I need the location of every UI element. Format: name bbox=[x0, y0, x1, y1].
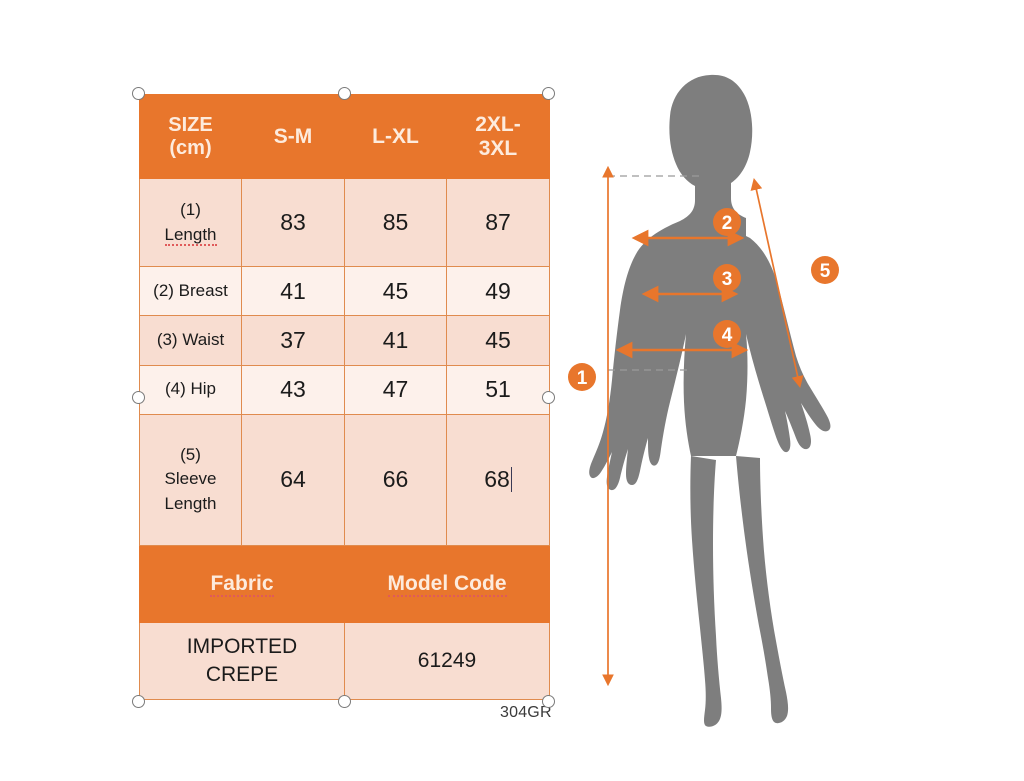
selection-handle-top-center[interactable] bbox=[338, 87, 351, 100]
row-label-length[interactable]: (1) Length bbox=[139, 178, 242, 268]
product-code-caption: 304GR bbox=[500, 704, 552, 721]
table-header-row: SIZE (cm) S-M L-XL 2XL- 3XL bbox=[139, 93, 550, 180]
fabric-value-line1: IMPORTED bbox=[186, 635, 298, 659]
row-label-hip[interactable]: (4) Hip bbox=[139, 364, 242, 415]
size-chart-table[interactable]: SIZE (cm) S-M L-XL 2XL- 3XL (1) Length 8… bbox=[139, 93, 550, 700]
badge-1-label: 1 bbox=[577, 368, 588, 389]
text-cursor bbox=[510, 467, 512, 493]
selection-handle-bottom-left[interactable] bbox=[132, 695, 145, 708]
table-row[interactable]: (4) Hip 43 47 51 bbox=[139, 364, 550, 415]
cell-hip-sm[interactable]: 43 bbox=[241, 364, 345, 415]
cell-sleeve-2xl-value: 68 bbox=[484, 466, 510, 493]
selection-handle-top-left[interactable] bbox=[132, 87, 145, 100]
cell-waist-lxl[interactable]: 41 bbox=[344, 315, 447, 366]
cell-length-2xl[interactable]: 87 bbox=[446, 178, 550, 268]
cell-breast-lxl[interactable]: 45 bbox=[344, 266, 447, 317]
table-row[interactable]: (5) Sleeve Length 64 66 68 bbox=[139, 413, 550, 547]
badge-3-label: 3 bbox=[722, 269, 733, 290]
header-2xl-line1: 2XL- bbox=[475, 113, 521, 137]
woman-silhouette-icon bbox=[589, 74, 831, 727]
header-size-line1: SIZE bbox=[168, 114, 213, 137]
badge-3: 3 bbox=[713, 264, 741, 292]
badge-5: 5 bbox=[811, 256, 839, 284]
measurement-figure: 1 2 3 4 5 bbox=[560, 40, 920, 730]
row-label-text-line1: Sleeve bbox=[164, 469, 217, 489]
fabric-value-row: IMPORTED CREPE 61249 bbox=[139, 622, 550, 700]
header-2xl-line2: 3XL bbox=[478, 136, 518, 160]
header-cell-l-xl[interactable]: L-XL bbox=[344, 93, 447, 180]
fabric-label-cell[interactable]: Fabric bbox=[139, 545, 345, 623]
badge-4-label: 4 bbox=[722, 325, 733, 346]
model-code-value-cell[interactable]: 61249 bbox=[344, 622, 550, 700]
cell-sleeve-lxl[interactable]: 66 bbox=[344, 413, 447, 547]
cell-hip-2xl[interactable]: 51 bbox=[446, 364, 550, 415]
row-label-index: (5) bbox=[180, 444, 201, 464]
cell-sleeve-sm[interactable]: 64 bbox=[241, 413, 345, 547]
header-cell-2xl-3xl[interactable]: 2XL- 3XL bbox=[446, 93, 550, 180]
row-label-text-line2: Length bbox=[164, 494, 217, 514]
cell-sleeve-2xl[interactable]: 68 bbox=[446, 413, 550, 547]
row-label-text: Length bbox=[164, 224, 217, 246]
badge-1: 1 bbox=[568, 363, 596, 391]
badge-5-label: 5 bbox=[820, 261, 831, 282]
size-chart-table-container[interactable]: SIZE (cm) S-M L-XL 2XL- 3XL (1) Length 8… bbox=[132, 87, 555, 708]
arrow-sleeve-length bbox=[750, 178, 804, 388]
selection-handle-bottom-center[interactable] bbox=[338, 695, 351, 708]
cell-length-lxl[interactable]: 85 bbox=[344, 178, 447, 268]
selection-handle-bottom-right[interactable] bbox=[542, 695, 555, 708]
table-row[interactable]: (3) Waist 37 41 45 bbox=[139, 315, 550, 366]
header-cell-s-m[interactable]: S-M bbox=[241, 93, 345, 180]
fabric-header-row: Fabric Model Code bbox=[139, 545, 550, 623]
cell-hip-lxl[interactable]: 47 bbox=[344, 364, 447, 415]
cell-breast-2xl[interactable]: 49 bbox=[446, 266, 550, 317]
header-cell-size[interactable]: SIZE (cm) bbox=[139, 93, 242, 180]
table-row[interactable]: (1) Length 83 85 87 bbox=[139, 178, 550, 268]
badge-4: 4 bbox=[713, 320, 741, 348]
fabric-value-line2: CREPE bbox=[205, 663, 279, 686]
model-code-label: Model Code bbox=[387, 572, 507, 597]
row-label-breast[interactable]: (2) Breast bbox=[139, 266, 242, 317]
selection-handle-top-right[interactable] bbox=[542, 87, 555, 100]
fabric-value-cell[interactable]: IMPORTED CREPE bbox=[139, 622, 345, 700]
selection-handle-middle-right[interactable] bbox=[542, 391, 555, 404]
row-label-waist[interactable]: (3) Waist bbox=[139, 315, 242, 366]
table-row[interactable]: (2) Breast 41 45 49 bbox=[139, 266, 550, 317]
cell-length-sm[interactable]: 83 bbox=[241, 178, 345, 268]
selection-handle-middle-left[interactable] bbox=[132, 391, 145, 404]
badge-2-label: 2 bbox=[722, 213, 733, 234]
cell-breast-sm[interactable]: 41 bbox=[241, 266, 345, 317]
cell-waist-sm[interactable]: 37 bbox=[241, 315, 345, 366]
row-label-index: (1) bbox=[180, 200, 201, 220]
badge-2: 2 bbox=[713, 208, 741, 236]
cell-waist-2xl[interactable]: 45 bbox=[446, 315, 550, 366]
model-code-label-cell[interactable]: Model Code bbox=[344, 545, 550, 623]
header-size-line2: (cm) bbox=[169, 136, 212, 159]
row-label-sleeve-length[interactable]: (5) Sleeve Length bbox=[139, 413, 242, 547]
fabric-label: Fabric bbox=[210, 572, 274, 597]
